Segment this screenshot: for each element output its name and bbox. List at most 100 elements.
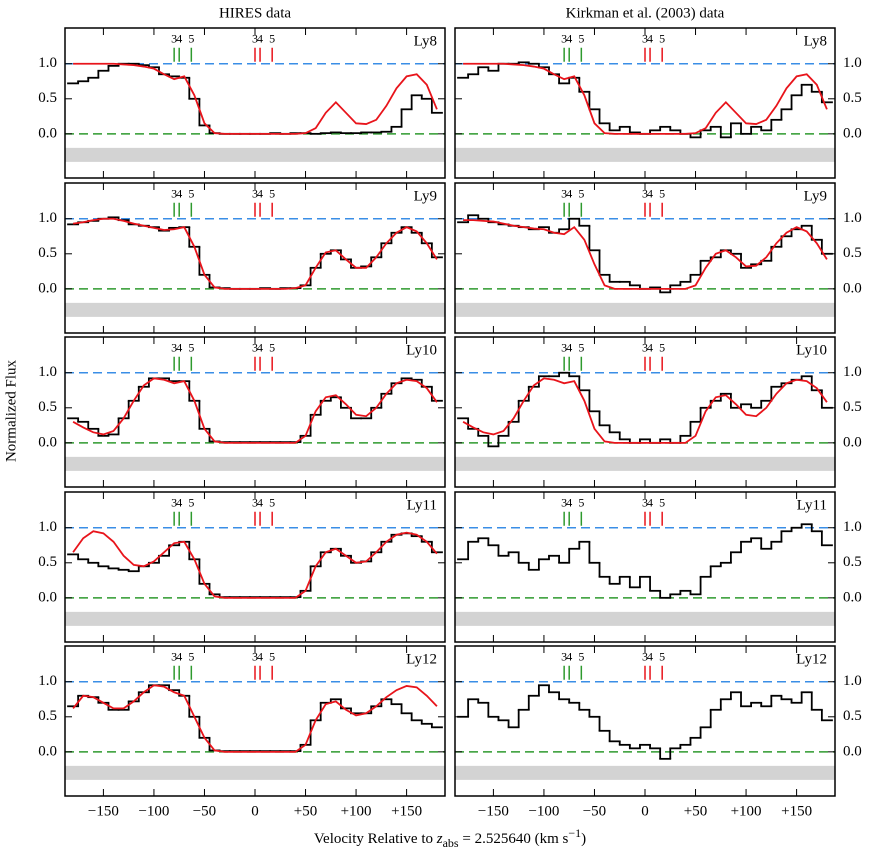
column-title: Kirkman et al. (2003) data (566, 5, 725, 21)
component-label: 5 (659, 649, 665, 663)
panel-label: Ly10 (406, 342, 437, 358)
component-label: 5 (578, 186, 584, 200)
component-label: 5 (269, 186, 275, 200)
component-label: 4 (647, 340, 653, 354)
component-label: 3 (642, 495, 648, 509)
y-tick-label: 0.5 (38, 245, 57, 261)
component-label: 4 (176, 649, 182, 663)
y-tick-label: 0.0 (38, 125, 57, 141)
x-tick-label: +100 (731, 803, 762, 819)
component-label: 4 (176, 340, 182, 354)
residual-band (65, 456, 445, 471)
x-tick-label: +50 (684, 803, 707, 819)
model-line (462, 377, 828, 444)
x-tick-label: −100 (138, 803, 169, 819)
residual-band (455, 456, 835, 471)
x-label-sub: abs (443, 836, 459, 850)
component-label: 3 (561, 31, 567, 45)
component-label: 3 (642, 340, 648, 354)
component-label: 5 (269, 495, 275, 509)
x-label-var: z (436, 831, 443, 847)
component-label: 4 (566, 31, 572, 45)
residual-band (65, 611, 445, 626)
y-tick-label: 0.5 (843, 554, 862, 570)
component-label: 5 (578, 495, 584, 509)
model-line (463, 62, 828, 135)
y-tick-label: 1.0 (843, 364, 862, 380)
x-tick-label: +150 (391, 803, 422, 819)
y-axis-label: Normalized Flux (3, 359, 19, 462)
residual-band (65, 302, 445, 317)
x-tick-label: 0 (251, 803, 259, 819)
component-label: 5 (578, 340, 584, 354)
y-tick-label: 1.0 (38, 519, 57, 535)
component-label: 5 (659, 31, 665, 45)
panel-label: Ly9 (804, 188, 827, 204)
component-label: 3 (252, 495, 258, 509)
component-label: 5 (188, 649, 194, 663)
component-label: 4 (566, 495, 572, 509)
component-label: 5 (269, 31, 275, 45)
panel-label: Ly8 (804, 33, 827, 49)
component-label: 4 (257, 340, 263, 354)
y-tick-label: 0.0 (843, 743, 862, 759)
y-tick-label: 0.5 (843, 245, 862, 261)
component-label: 4 (647, 495, 653, 509)
x-tick-label: −150 (478, 803, 509, 819)
component-label: 5 (578, 649, 584, 663)
y-tick-label: 0.5 (38, 90, 57, 106)
x-tick-label: 0 (641, 803, 649, 819)
y-tick-label: 0.5 (843, 708, 862, 724)
component-label: 4 (176, 31, 182, 45)
component-label: 3 (252, 31, 258, 45)
component-label: 3 (561, 495, 567, 509)
y-tick-label: 0.5 (843, 90, 862, 106)
component-label: 3 (171, 186, 177, 200)
component-label: 5 (659, 340, 665, 354)
component-label: 4 (257, 186, 263, 200)
y-tick-label: 1.0 (843, 519, 862, 535)
panel-label: Ly11 (407, 497, 437, 513)
residual-band (455, 302, 835, 317)
component-label: 3 (642, 649, 648, 663)
y-tick-label: 0.5 (843, 399, 862, 415)
component-label: 4 (257, 495, 263, 509)
residual-band (65, 147, 445, 162)
component-label: 3 (171, 649, 177, 663)
y-tick-label: 0.0 (38, 280, 57, 296)
component-label: 3 (252, 340, 258, 354)
x-tick-label: +100 (341, 803, 372, 819)
y-tick-label: 1.0 (38, 55, 57, 71)
x-tick-label: +50 (294, 803, 317, 819)
component-label: 4 (566, 340, 572, 354)
component-label: 3 (171, 31, 177, 45)
panel-label: Ly8 (414, 33, 437, 49)
component-label: 3 (642, 31, 648, 45)
x-tick-label: +150 (781, 803, 812, 819)
component-label: 3 (561, 340, 567, 354)
component-label: 3 (171, 340, 177, 354)
component-label: 5 (269, 649, 275, 663)
x-axis-label: Velocity Relative to zabs = 2.525640 (km… (314, 826, 586, 850)
component-label: 3 (561, 186, 567, 200)
panel-label: Ly12 (406, 651, 437, 667)
model-line (463, 219, 828, 290)
component-label: 4 (566, 186, 572, 200)
x-tick-label: −50 (583, 803, 606, 819)
component-label: 4 (647, 186, 653, 200)
component-label: 3 (171, 495, 177, 509)
y-tick-label: 0.0 (843, 589, 862, 605)
component-label: 3 (252, 186, 258, 200)
residual-band (455, 765, 835, 780)
x-label-rest: = 2.525640 (km s (459, 831, 569, 847)
component-label: 3 (642, 186, 648, 200)
component-label: 3 (252, 649, 258, 663)
